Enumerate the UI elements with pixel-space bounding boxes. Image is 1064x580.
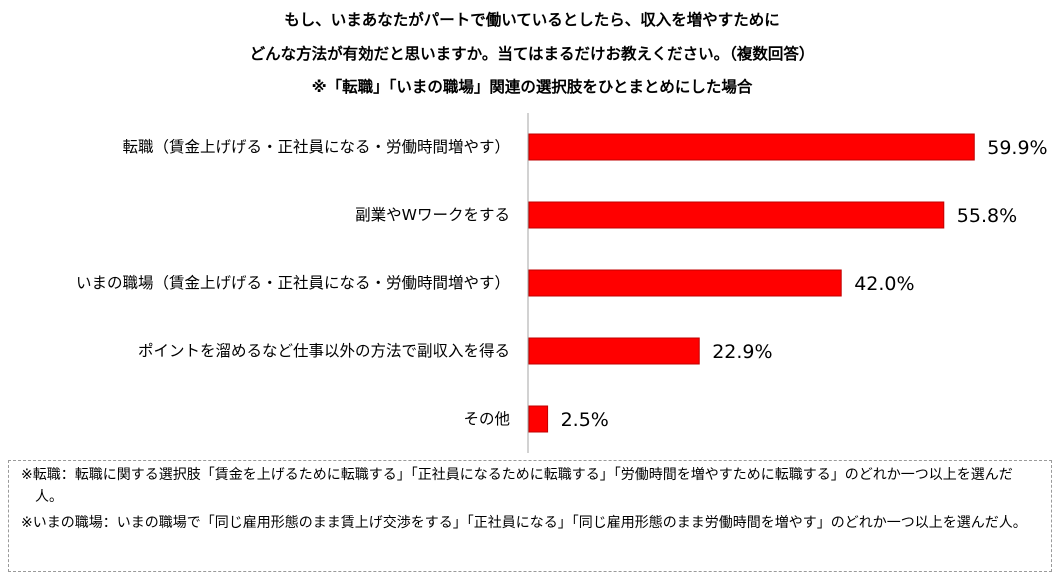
bar bbox=[528, 337, 700, 365]
bar bbox=[528, 133, 975, 161]
bar-chart: 転職（賃金上げげる・正社員になる・労働時間増やす） 59.9% 副業やWワークをする… bbox=[76, 113, 1048, 453]
bar bbox=[528, 269, 842, 297]
data-label: 42.0% bbox=[854, 273, 914, 295]
chart-subtitle: ※「転職」「いまの職場」関連の選択肢をひとまとめにした場合 bbox=[311, 78, 753, 96]
category-label: 副業やWワークをする bbox=[355, 206, 510, 224]
category-label: ポイントを溜めるなど仕事以外の方法で副収入を得る bbox=[138, 342, 510, 360]
data-label: 59.9% bbox=[987, 137, 1047, 159]
chart-title-line-1: もし、いまあなたがパートで働いているとしたら、収入を増やすために bbox=[284, 11, 780, 29]
footnotes-box: ※転職：転職に関する選択肢「賃金を上げるために転職する」「正社員になるために転職… bbox=[8, 460, 1052, 572]
chart-title-line-2: どんな方法が有効だと思いますか。当てはまるだけお教えください。（複数回答） bbox=[249, 45, 815, 63]
footnote-ima-no-shokuba: ※いまの職場：いまの職場で「同じ雇用形態のまま賃上げ交渉をする」「正社員になる」… bbox=[21, 515, 1027, 531]
data-label: 2.5% bbox=[561, 409, 609, 431]
bar bbox=[528, 201, 945, 229]
bar bbox=[528, 405, 549, 433]
data-label: 22.9% bbox=[712, 341, 772, 363]
data-label: 55.8% bbox=[957, 205, 1017, 227]
category-label: その他 bbox=[463, 410, 510, 428]
category-label: 転職（賃金上げげる・正社員になる・労働時間増やす） bbox=[122, 138, 510, 156]
category-label: いまの職場（賃金上げげる・正社員になる・労働時間増やす） bbox=[76, 274, 510, 292]
footnote-tenshoku: ※転職：転職に関する選択肢「賃金を上げるために転職する」「正社員になるために転職… bbox=[21, 467, 1013, 505]
